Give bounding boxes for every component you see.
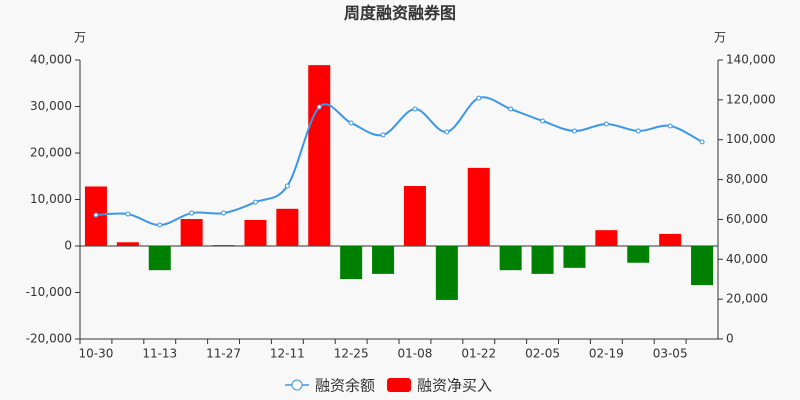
point [476,95,482,101]
y-tick-label: -10,000 [26,285,72,299]
y2-tick-label: 20,000 [726,292,768,306]
bar [308,65,331,247]
bar [563,246,586,268]
chart-title: 周度融资融券图 [344,4,456,23]
bar [372,246,395,274]
bar [467,167,490,246]
legend-swatch [387,378,412,392]
y-tick-label: -20,000 [26,332,72,346]
x-tick-label: 01-22 [461,347,496,361]
bar [244,219,267,246]
legend-label: 融资余额 [315,377,375,395]
point [284,183,290,189]
point [221,210,227,216]
point [412,106,418,112]
bar [180,219,203,246]
y2-tick-label: 80,000 [726,172,768,186]
x-tick-label: 11-27 [206,347,241,361]
bar [659,233,682,246]
point [189,210,195,216]
legend-swatch [291,379,303,391]
x-tick-label: 02-05 [525,347,560,361]
x-tick-label: 02-19 [589,347,624,361]
point [508,106,514,112]
bar [116,242,139,246]
bar [435,246,458,300]
legend-label: 融资净买入 [417,377,492,395]
y2-tick-label: 120,000 [726,92,776,106]
y2-tick-label: 140,000 [726,53,776,67]
y2-tick-label: 40,000 [726,252,768,266]
bar [595,230,618,246]
bar [499,246,522,271]
point [667,123,673,129]
point [125,211,131,217]
y2-tick-label: 60,000 [726,212,768,226]
y-tick-label: 0 [64,239,72,253]
x-tick-label: 01-08 [398,347,433,361]
point [316,104,322,110]
x-tick-label: 12-11 [270,347,305,361]
point [603,121,609,127]
y2-tick-label: 100,000 [726,132,776,146]
y-tick-label: 40,000 [30,53,72,67]
y2-unit: 万 [714,31,726,45]
bar [627,246,650,263]
bar [148,246,171,271]
bar [403,186,426,246]
x-tick-label: 12-25 [334,347,369,361]
bar [340,246,363,280]
y-tick-label: 30,000 [30,99,72,113]
x-tick-label: 11-13 [142,347,177,361]
bar [212,245,235,246]
x-tick-label: 03-05 [653,347,688,361]
point [157,222,163,228]
bar [691,246,714,286]
y-tick-label: 10,000 [30,192,72,206]
point [540,118,546,124]
point [444,129,450,135]
bar [276,208,299,246]
bar [531,246,554,274]
point [348,120,354,126]
point [635,128,641,134]
y-unit: 万 [74,31,86,45]
point [252,199,258,205]
point [699,139,705,145]
point [93,212,99,218]
y2-tick-label: 0 [726,332,734,346]
point [380,132,386,138]
point [571,128,577,134]
y-tick-label: 20,000 [30,146,72,160]
x-tick-label: 10-30 [79,347,114,361]
line [95,96,703,227]
